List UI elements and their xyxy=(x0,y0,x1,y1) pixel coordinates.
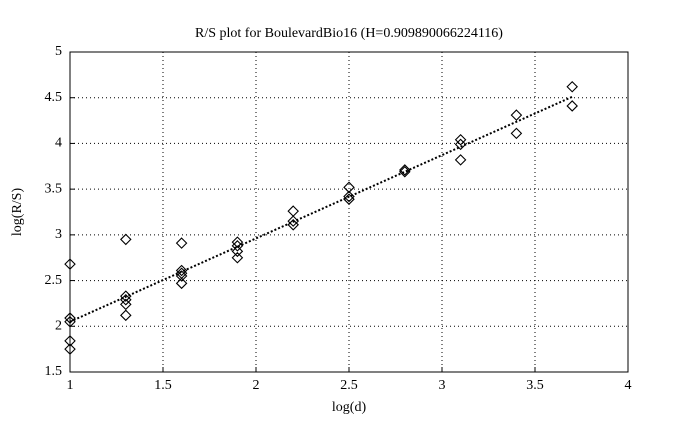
chart-title: R/S plot for BoulevardBio16 (H=0.9098900… xyxy=(195,26,503,41)
data-point xyxy=(120,298,132,311)
data-point xyxy=(566,100,578,112)
x-tick-label: 2 xyxy=(253,378,260,393)
y-tick-label: 2 xyxy=(55,319,62,334)
data-point xyxy=(566,80,578,93)
y-tick-label: 1.5 xyxy=(45,364,63,379)
y-tick-label: 3.5 xyxy=(45,181,63,196)
data-point xyxy=(175,264,188,277)
data-point xyxy=(510,109,523,121)
data-point xyxy=(120,309,132,322)
x-tick-label: 1.5 xyxy=(154,378,172,393)
data-point xyxy=(343,193,355,205)
y-tick-label: 3 xyxy=(55,227,62,242)
x-tick-label: 3.5 xyxy=(526,378,544,393)
data-point xyxy=(231,236,244,248)
y-tick-label: 2.5 xyxy=(45,273,63,288)
data-point xyxy=(231,251,244,264)
data-point xyxy=(175,237,188,249)
data-point xyxy=(454,154,467,166)
x-tick-label: 1 xyxy=(67,378,74,393)
y-tick-label: 4.5 xyxy=(45,90,63,105)
data-point xyxy=(120,233,132,246)
data-point xyxy=(454,133,467,146)
data-point xyxy=(231,245,244,258)
x-tick-label: 4 xyxy=(625,378,632,393)
data-point xyxy=(175,270,188,282)
x-tick-label: 3 xyxy=(439,378,446,393)
data-point xyxy=(64,258,76,270)
data-point xyxy=(175,277,188,290)
y-tick-label: 5 xyxy=(55,44,62,59)
data-point xyxy=(231,240,244,252)
data-point xyxy=(64,343,76,355)
data-point xyxy=(399,165,411,178)
x-axis-label: log(d) xyxy=(332,400,367,415)
data-point xyxy=(454,138,467,151)
data-point xyxy=(64,315,76,328)
x-tick-label: 2.5 xyxy=(340,378,358,393)
data-point xyxy=(287,205,299,217)
data-point xyxy=(510,127,523,140)
data-point xyxy=(399,164,411,176)
data-point xyxy=(64,335,76,347)
data-point xyxy=(64,312,76,324)
y-tick-label: 4 xyxy=(55,136,62,151)
y-axis-label: log(R/S) xyxy=(10,188,25,237)
fit-line xyxy=(69,95,573,323)
data-point xyxy=(343,181,355,194)
